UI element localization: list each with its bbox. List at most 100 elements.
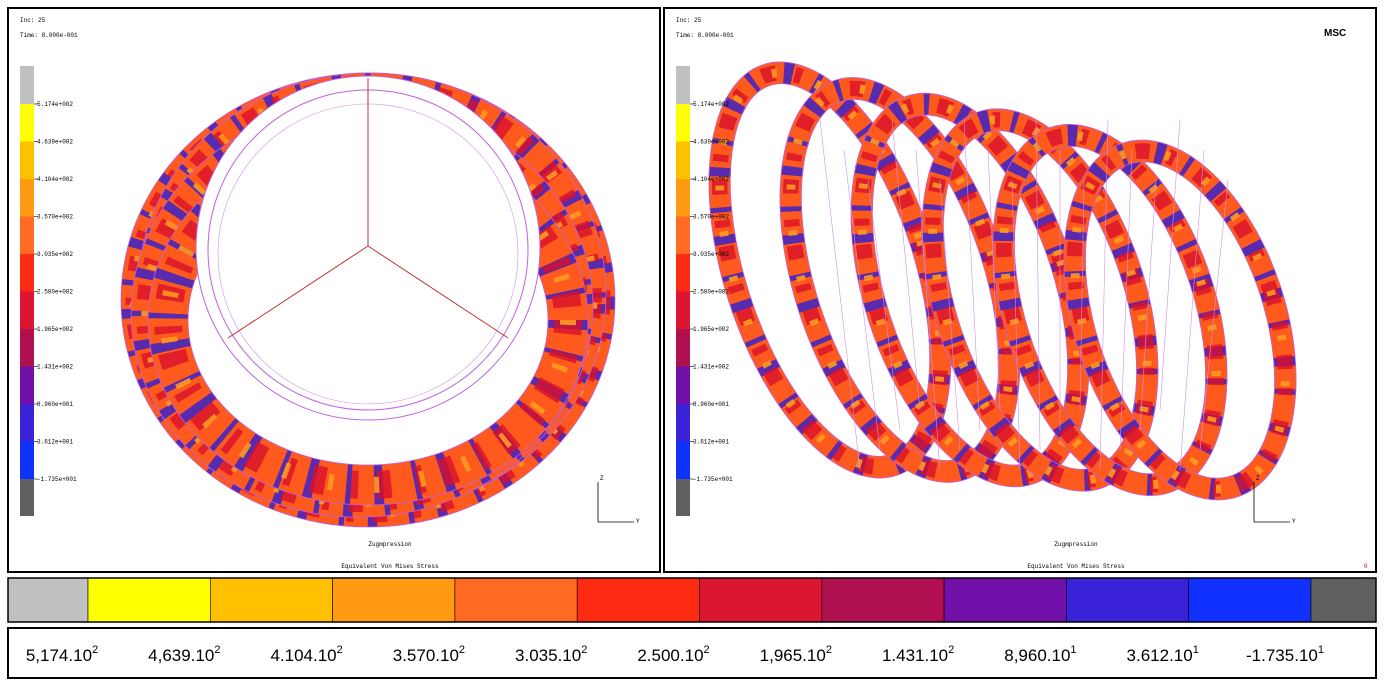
label-base: 3.570.10 (393, 646, 459, 665)
screenshot: Inc: 25 Time: 8.000e-001 5.174e+002 4.639e+… (0, 0, 1384, 680)
time-label: Time: 8.000e-001 (676, 32, 734, 39)
legend-swatch (20, 404, 34, 442)
legend-label: 3.612e+001 (693, 439, 729, 446)
legend-label: 4.104e+002 (37, 176, 73, 183)
legend-swatch (676, 479, 690, 516)
colorbar-label: 3.570.102 (393, 644, 465, 665)
label-exponent: 2 (581, 644, 587, 656)
legend-swatch (676, 292, 690, 330)
axis-y-label: Y (636, 518, 640, 525)
colorbar-swatch (822, 578, 944, 622)
legend-label: 1.965e+002 (37, 326, 73, 333)
legend-swatch (676, 66, 690, 104)
load-case: Zugmpression (1054, 541, 1098, 548)
label-exponent: 1 (1193, 644, 1199, 656)
legend-swatch (20, 254, 34, 292)
legend-swatch (20, 179, 34, 217)
legend-label: 5.174e+002 (37, 101, 73, 108)
legend-swatch (676, 404, 690, 442)
label-exponent: 2 (337, 644, 343, 656)
legend-label: 8.960e+001 (37, 401, 73, 408)
axis-z-label: Z (600, 475, 604, 482)
time-label: Time: 8.000e-001 (20, 32, 78, 39)
legend-swatch (676, 179, 690, 217)
legend-label: -1.735e+001 (37, 476, 77, 483)
increment-label: Inc: 25 (20, 17, 46, 24)
colorbar-swatch (1189, 578, 1311, 622)
legend-label: 3.035e+002 (37, 251, 73, 258)
label-base: 8,960.10 (1004, 646, 1070, 665)
legend-swatch (676, 104, 690, 142)
corner-mark: 0 (1364, 563, 1368, 570)
legend-swatch (676, 442, 690, 480)
colorbar-swatch (1311, 578, 1376, 622)
colorbar-swatch (577, 578, 699, 622)
legend-label: 1.431e+002 (693, 364, 729, 371)
axis-y-label: Y (1292, 518, 1296, 525)
colorbar-label: 8,960.101 (1004, 644, 1076, 665)
colorbar-label: 3.612.101 (1127, 644, 1199, 665)
label-exponent: 1 (1318, 644, 1324, 656)
legend-swatch (676, 367, 690, 405)
legend-label: 4.639e+002 (693, 139, 729, 146)
legend-swatch (20, 142, 34, 180)
legend-swatch (20, 217, 34, 255)
colorbar-label: 5,174.102 (26, 644, 98, 665)
label-base: 4.104.10 (270, 646, 336, 665)
legend-label: 5.174e+002 (693, 101, 729, 108)
logo: MSC (1324, 28, 1346, 39)
legend-label: 2.500e+002 (693, 289, 729, 296)
axis-z-label: Z (1256, 475, 1260, 482)
legend-swatch (20, 329, 34, 367)
colorbar-swatch (210, 578, 332, 622)
legend-swatch (20, 367, 34, 405)
label-base: 1.431.10 (882, 646, 948, 665)
colorbar-swatch (1066, 578, 1188, 622)
label-exponent: 2 (704, 644, 710, 656)
increment-label: Inc: 25 (676, 17, 702, 24)
colorbar-swatch (944, 578, 1066, 622)
legend-label: 8.960e+001 (693, 401, 729, 408)
label-base: -1.735.10 (1246, 646, 1318, 665)
label-exponent: 2 (826, 644, 832, 656)
legend-label: 4.104e+002 (693, 176, 729, 183)
legend-swatch (20, 479, 34, 516)
legend-swatch (20, 66, 34, 104)
label-exponent: 1 (1070, 644, 1076, 656)
legend-label: 1.431e+002 (37, 364, 73, 371)
label-base: 3.035.10 (515, 646, 581, 665)
label-exponent: 2 (459, 644, 465, 656)
legend-swatch (676, 254, 690, 292)
colorbar-swatch (8, 578, 88, 622)
legend-label: 3.570e+002 (37, 214, 73, 221)
label-base: 3.612.10 (1127, 646, 1193, 665)
colorbar-label: 2.500.102 (637, 644, 709, 665)
load-case: Zugmpression (368, 541, 412, 548)
colorbar-label: 3.035.102 (515, 644, 587, 665)
legend-label: -1.735e+001 (693, 476, 733, 483)
colorbar-swatch (700, 578, 822, 622)
colorbar-label: 1.431.102 (882, 644, 954, 665)
result-caption: Equivalent Von Mises Stress (1027, 563, 1125, 570)
label-exponent: 2 (214, 644, 220, 656)
legend-label: 3.035e+002 (693, 251, 729, 258)
legend-swatch (20, 104, 34, 142)
legend-swatch (676, 329, 690, 367)
legend-label: 3.612e+001 (37, 439, 73, 446)
label-exponent: 2 (92, 644, 98, 656)
colorbar-swatch (455, 578, 577, 622)
colorbar-label: 4,639.102 (148, 644, 220, 665)
colorbar-swatch (88, 578, 210, 622)
legend-label: 2.500e+002 (37, 289, 73, 296)
colorbar-label: 4.104.102 (270, 644, 342, 665)
label-base: 4,639.10 (148, 646, 214, 665)
legend-swatch (676, 142, 690, 180)
legend-label: 3.570e+002 (693, 214, 729, 221)
colorbar-swatch (333, 578, 455, 622)
label-base: 5,174.10 (26, 646, 92, 665)
colorbar-label: 1,965.102 (760, 644, 832, 665)
legend-swatch (20, 442, 34, 480)
legend-swatch (20, 292, 34, 330)
legend-label: 4.639e+002 (37, 139, 73, 146)
colorbar-label: -1.735.101 (1246, 644, 1324, 665)
